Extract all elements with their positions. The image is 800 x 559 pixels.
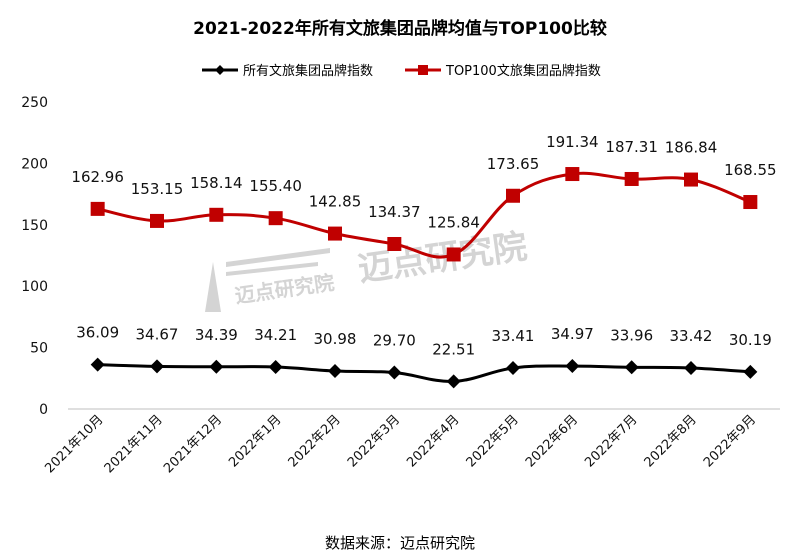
- data-point-square: [268, 211, 283, 226]
- data-label: 36.09: [76, 324, 119, 342]
- x-tick-label: 2022年5月: [464, 412, 522, 470]
- data-label: 22.51: [432, 340, 475, 358]
- chart-title: 2021-2022年所有文旅集团品牌均值与TOP100比较: [193, 18, 607, 39]
- data-label: 162.96: [71, 168, 124, 186]
- x-tick-label: 2022年8月: [642, 412, 700, 470]
- data-label: 153.15: [131, 180, 184, 198]
- data-label: 34.67: [136, 325, 179, 343]
- data-point-square: [565, 167, 580, 182]
- y-tick-label: 250: [21, 95, 48, 111]
- data-point-square: [624, 171, 639, 186]
- legend-item-avg: 所有文旅集团品牌指数: [202, 63, 373, 79]
- y-tick-label: 150: [21, 218, 48, 234]
- data-point-square: [684, 172, 698, 187]
- y-axis-ticks: 0 50 100 150 200 250: [21, 95, 48, 418]
- data-label: 30.19: [729, 331, 772, 349]
- data-point-diamond: [387, 365, 402, 380]
- data-label: 186.84: [665, 139, 718, 157]
- legend-label-top100: TOP100文旅集团品牌指数: [445, 63, 601, 79]
- x-tick-label: 2021年11月: [102, 412, 166, 476]
- data-point-diamond: [150, 359, 164, 374]
- y-tick-label: 0: [39, 402, 48, 418]
- data-label: 34.97: [551, 325, 594, 343]
- data-point-square: [150, 213, 164, 228]
- x-tick-label: 2022年4月: [404, 412, 462, 470]
- data-point-diamond: [268, 359, 283, 374]
- data-point-diamond: [565, 359, 580, 374]
- data-label: 134.37: [368, 203, 421, 221]
- x-tick-label: 2021年10月: [42, 412, 106, 476]
- legend-item-top100: TOP100文旅集团品牌指数: [405, 63, 601, 79]
- data-label: 125.84: [427, 213, 480, 231]
- x-tick-label: 2022年1月: [226, 412, 284, 470]
- data-point-square: [328, 226, 342, 241]
- y-tick-label: 100: [21, 279, 48, 295]
- legend: 所有文旅集团品牌指数 TOP100文旅集团品牌指数: [202, 63, 601, 79]
- data-point-square: [446, 247, 461, 262]
- data-label: 33.96: [610, 326, 653, 344]
- legend-diamond-icon: [215, 65, 225, 75]
- data-point-diamond: [90, 357, 105, 372]
- data-label: 142.85: [309, 193, 362, 211]
- watermark-logo-icon: [205, 248, 330, 312]
- data-point-diamond: [684, 360, 698, 375]
- series-top100: 162.96 153.15 158.14 155.40 142.85 134.37 125.…: [71, 133, 777, 262]
- data-label: 187.31: [605, 138, 658, 156]
- y-tick-label: 200: [21, 156, 48, 172]
- y-tick-label: 50: [30, 341, 48, 357]
- legend-label-avg: 所有文旅集团品牌指数: [243, 63, 373, 79]
- data-label: 34.21: [254, 326, 297, 344]
- x-tick-label: 2022年3月: [345, 412, 403, 470]
- data-point-diamond: [446, 374, 461, 389]
- watermark-small: 迈点研究院: [233, 270, 335, 308]
- source-note: 数据来源：迈点研究院: [325, 534, 475, 552]
- legend-square-icon: [418, 65, 428, 75]
- data-point-diamond: [328, 363, 342, 378]
- data-point-diamond: [506, 360, 520, 375]
- x-tick-label: 2022年9月: [701, 412, 759, 470]
- data-label: 191.34: [546, 133, 599, 151]
- data-label: 33.41: [492, 327, 535, 345]
- data-point-diamond: [743, 364, 758, 379]
- data-point-diamond: [209, 359, 224, 374]
- data-point-diamond: [624, 360, 639, 375]
- data-point-square: [209, 207, 224, 222]
- data-label: 158.14: [190, 174, 243, 192]
- data-label: 155.40: [249, 177, 302, 195]
- data-label: 29.70: [373, 332, 416, 350]
- data-label: 30.98: [314, 330, 357, 348]
- x-tick-label: 2022年7月: [582, 412, 640, 470]
- data-point-square: [506, 188, 520, 203]
- data-point-square: [90, 201, 105, 216]
- x-tick-label: 2021年12月: [161, 412, 225, 476]
- series-line: [97, 363, 751, 383]
- data-label: 34.39: [195, 326, 238, 344]
- series-avg: 36.09 34.67 34.39 34.21 30.98 29.70 22.51 33.41…: [76, 324, 772, 389]
- data-label: 173.65: [487, 155, 540, 173]
- series-layer: 36.09 34.67 34.39 34.21 30.98 29.70 22.51 33.41…: [71, 133, 777, 389]
- x-tick-label: 2022年2月: [286, 412, 344, 470]
- data-point-square: [743, 195, 758, 210]
- x-tick-label: 2022年6月: [523, 412, 581, 470]
- data-label: 33.42: [670, 327, 713, 345]
- data-point-square: [387, 236, 402, 251]
- data-label: 168.55: [724, 161, 777, 179]
